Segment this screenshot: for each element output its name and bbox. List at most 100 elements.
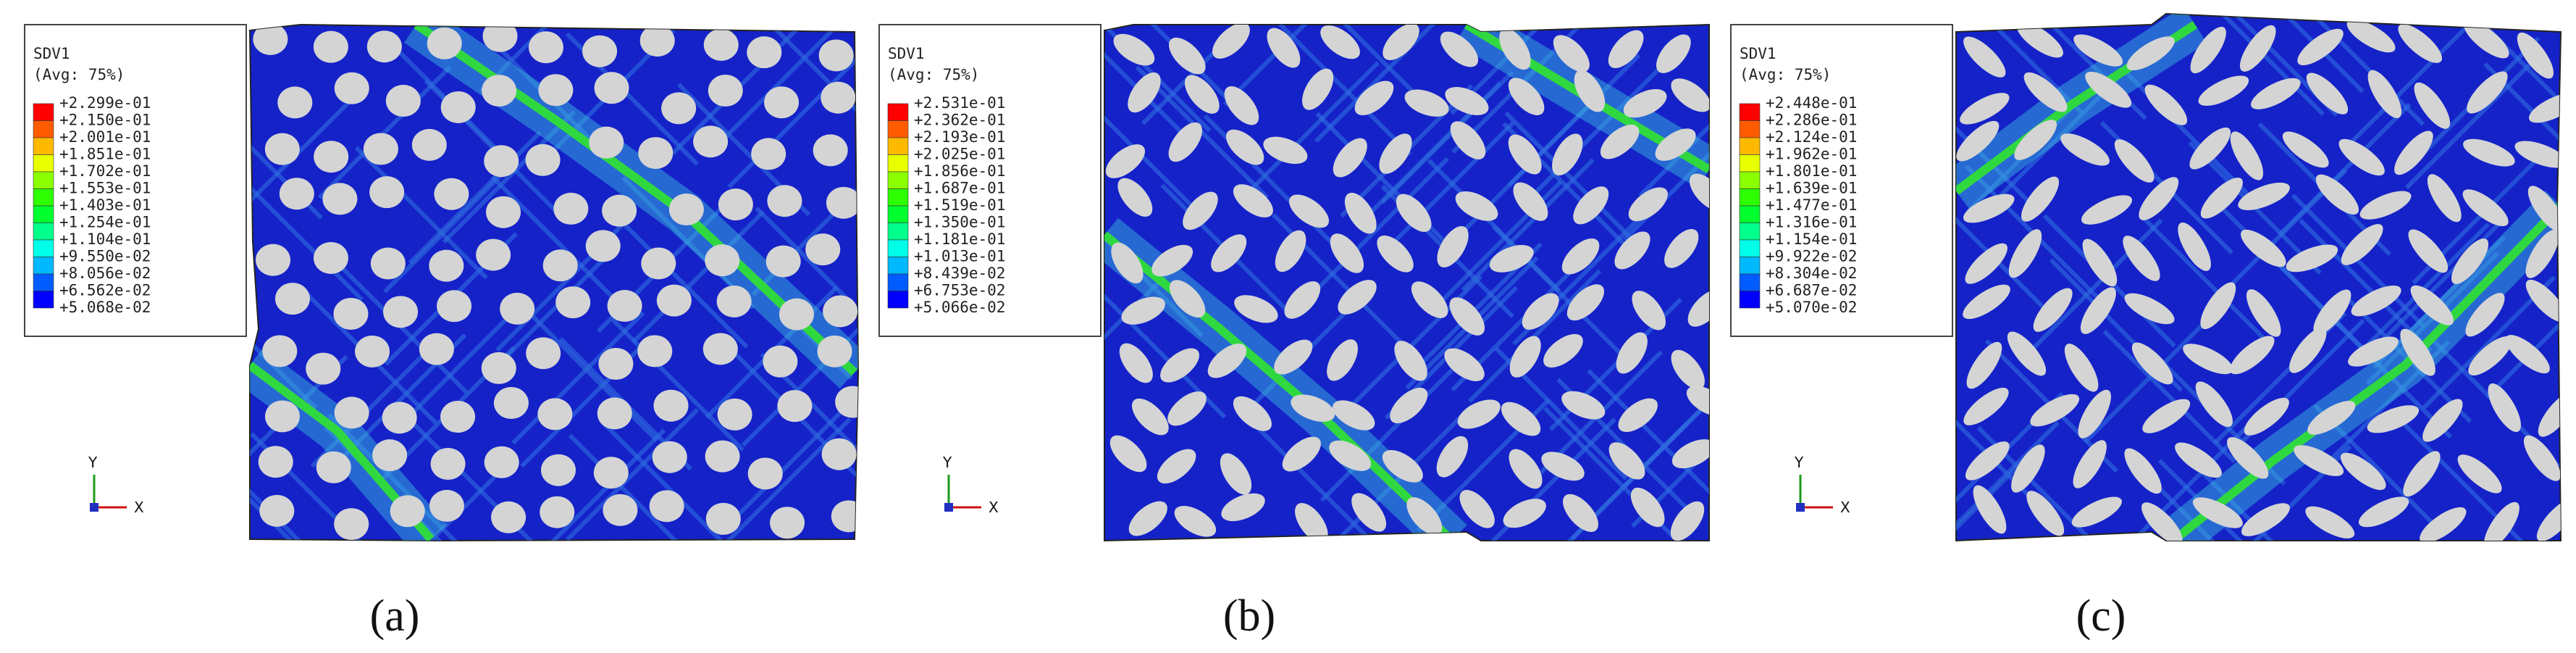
particle bbox=[1608, 30, 1644, 69]
particle bbox=[1411, 281, 1448, 318]
shear-band-faint bbox=[1956, 420, 2060, 541]
particle bbox=[1263, 136, 1308, 165]
particle bbox=[437, 290, 472, 323]
legend-swatch bbox=[1739, 103, 1761, 121]
particle bbox=[1169, 280, 1206, 318]
particle bbox=[484, 446, 519, 478]
legend-swatch bbox=[887, 171, 909, 189]
axis-y-label: Y bbox=[88, 454, 98, 471]
particle bbox=[2141, 502, 2183, 541]
particle bbox=[2307, 401, 2356, 435]
particle bbox=[1503, 499, 1546, 528]
particle bbox=[716, 285, 752, 317]
legend-swatch bbox=[887, 154, 909, 172]
legend-title: SDV1 bbox=[1740, 45, 1776, 62]
legend-label: +2.286e-01 bbox=[1766, 112, 1857, 129]
shear-band-faint bbox=[524, 308, 659, 442]
particle bbox=[2144, 84, 2188, 125]
particle bbox=[703, 28, 739, 61]
legend-swatch bbox=[887, 239, 909, 257]
particle bbox=[322, 183, 358, 215]
legend-label: +8.439e-02 bbox=[914, 265, 1005, 282]
legend-label: +5.070e-02 bbox=[1766, 299, 1857, 316]
shear-band-faint bbox=[2199, 469, 2333, 541]
particle bbox=[1168, 122, 1203, 162]
particle bbox=[440, 91, 476, 123]
particle bbox=[2451, 238, 2489, 284]
legend-label: +8.056e-02 bbox=[59, 265, 151, 282]
particle bbox=[540, 454, 576, 486]
particle bbox=[1225, 129, 1264, 165]
particle bbox=[817, 335, 852, 367]
particle bbox=[2123, 236, 2160, 281]
particle bbox=[2139, 177, 2179, 220]
particle bbox=[253, 25, 288, 55]
shear-band-faint bbox=[1555, 421, 1690, 541]
legend-subtitle: (Avg: 75%) bbox=[33, 66, 125, 83]
shear-band-faint bbox=[727, 54, 858, 189]
particle bbox=[1522, 293, 1559, 330]
particle bbox=[2408, 229, 2449, 273]
particle bbox=[1119, 343, 1153, 383]
particle bbox=[1394, 341, 1427, 381]
particle bbox=[641, 247, 676, 280]
particle bbox=[1383, 25, 1419, 61]
particle bbox=[363, 133, 398, 165]
particle bbox=[2114, 139, 2155, 183]
shear-band-faint bbox=[2120, 67, 2254, 201]
legend-label: +2.362e-01 bbox=[914, 112, 1005, 129]
particle bbox=[1618, 398, 1658, 433]
legend-box bbox=[1730, 24, 1953, 337]
legend-label: +6.753e-02 bbox=[914, 282, 1005, 299]
particle bbox=[419, 333, 454, 365]
particle bbox=[1390, 387, 1428, 424]
particle bbox=[747, 36, 782, 69]
particle bbox=[1338, 280, 1377, 315]
particle bbox=[314, 141, 349, 173]
particle bbox=[1566, 284, 1605, 321]
particle bbox=[2367, 405, 2420, 433]
shear-band-faint bbox=[532, 428, 666, 541]
particle bbox=[334, 72, 369, 104]
particle bbox=[540, 496, 575, 528]
particle bbox=[1128, 501, 1167, 536]
shear-band-faint bbox=[1956, 380, 2048, 515]
particle bbox=[2131, 342, 2173, 385]
caption: (c) bbox=[2076, 591, 2126, 641]
shear-band-faint bbox=[250, 99, 353, 233]
particle bbox=[1623, 88, 1667, 118]
legend-label: +2.025e-01 bbox=[914, 146, 1005, 163]
particle bbox=[370, 247, 406, 280]
particle bbox=[2082, 238, 2118, 287]
particle bbox=[2085, 71, 2132, 108]
shear-band-faint bbox=[1380, 70, 1514, 204]
legend-swatch bbox=[1739, 291, 1761, 309]
shear-band-faint bbox=[310, 334, 444, 468]
particle bbox=[2427, 174, 2462, 222]
particle bbox=[2422, 399, 2463, 442]
shear-band-faint bbox=[2299, 218, 2433, 352]
legend-swatch bbox=[33, 291, 54, 309]
particle bbox=[1552, 133, 1583, 176]
particle bbox=[770, 507, 805, 539]
shear-band-faint bbox=[250, 472, 364, 541]
particle bbox=[2030, 394, 2080, 427]
shear-band-faint bbox=[1468, 269, 1602, 403]
particle bbox=[597, 397, 632, 430]
legend-label: +1.702e-01 bbox=[59, 162, 151, 180]
particle bbox=[500, 292, 535, 325]
shear-band-faint bbox=[1104, 77, 1197, 212]
particle bbox=[705, 440, 740, 473]
particle bbox=[1630, 487, 1665, 528]
particle bbox=[2198, 75, 2249, 106]
shear-band-faint bbox=[713, 25, 847, 149]
particle bbox=[334, 508, 369, 541]
shear-band-faint bbox=[442, 109, 576, 244]
shear-band-faint bbox=[1427, 159, 1561, 293]
particle bbox=[1963, 36, 2006, 78]
particle bbox=[2341, 224, 2383, 265]
particle bbox=[1444, 348, 1485, 381]
particle bbox=[2297, 28, 2344, 66]
particle bbox=[1671, 349, 1705, 390]
shear-band-faint bbox=[565, 407, 700, 541]
